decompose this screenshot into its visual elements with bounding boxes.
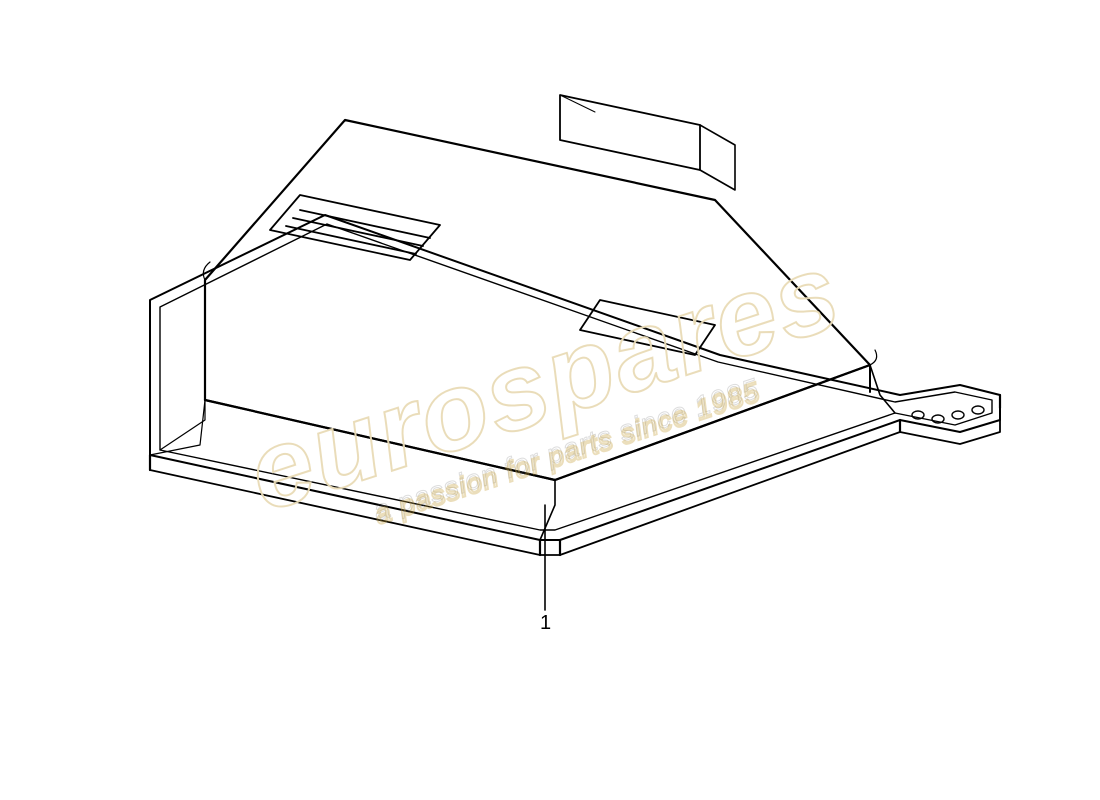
diagram-canvas: eurospares eurospares eurospares a passi… bbox=[0, 0, 1100, 800]
callout-1: 1 bbox=[540, 612, 551, 635]
ecu-box-drawing bbox=[0, 0, 1100, 800]
